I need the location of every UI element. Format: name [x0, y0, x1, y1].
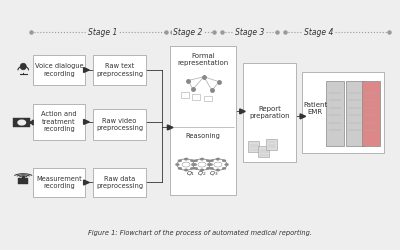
Circle shape	[209, 163, 213, 166]
Text: Voice dialogue
recording: Voice dialogue recording	[35, 63, 83, 77]
Polygon shape	[240, 109, 245, 114]
Text: Formal
representation: Formal representation	[178, 53, 229, 66]
Circle shape	[194, 160, 198, 162]
Circle shape	[184, 169, 188, 171]
FancyBboxPatch shape	[266, 139, 277, 150]
Circle shape	[222, 167, 226, 170]
Circle shape	[193, 163, 197, 166]
Polygon shape	[168, 125, 173, 130]
Circle shape	[214, 162, 222, 167]
Circle shape	[200, 158, 204, 160]
Text: Measurement
recording: Measurement recording	[36, 176, 82, 189]
Circle shape	[225, 163, 229, 166]
FancyBboxPatch shape	[33, 168, 85, 197]
Text: Raw video
preprocessing: Raw video preprocessing	[96, 118, 143, 131]
Text: Stage 2: Stage 2	[173, 28, 203, 37]
Ellipse shape	[20, 63, 26, 70]
Circle shape	[207, 163, 211, 166]
Circle shape	[178, 160, 182, 162]
Text: Stage 4: Stage 4	[304, 28, 334, 37]
FancyBboxPatch shape	[362, 80, 380, 146]
Circle shape	[216, 169, 220, 171]
Text: Figure 1: Flowchart of the process of automated medical reporting.: Figure 1: Flowchart of the process of au…	[88, 230, 312, 235]
Text: Stage 1: Stage 1	[88, 28, 117, 37]
FancyBboxPatch shape	[346, 80, 364, 146]
FancyBboxPatch shape	[93, 109, 146, 140]
FancyBboxPatch shape	[93, 54, 146, 86]
Polygon shape	[84, 180, 89, 185]
Circle shape	[200, 169, 204, 171]
Circle shape	[177, 159, 195, 170]
Polygon shape	[29, 120, 33, 125]
Text: Patient
EMR: Patient EMR	[303, 102, 327, 116]
FancyBboxPatch shape	[170, 46, 236, 196]
FancyBboxPatch shape	[33, 54, 85, 86]
FancyBboxPatch shape	[181, 92, 189, 98]
Polygon shape	[84, 120, 89, 124]
Text: Reasoning: Reasoning	[186, 133, 221, 139]
Circle shape	[222, 160, 226, 162]
Text: Stage 3: Stage 3	[235, 28, 264, 37]
FancyBboxPatch shape	[33, 104, 85, 140]
Polygon shape	[84, 68, 89, 72]
Circle shape	[184, 158, 188, 160]
Circle shape	[209, 159, 227, 170]
Circle shape	[191, 163, 195, 166]
Circle shape	[190, 167, 194, 170]
FancyBboxPatch shape	[12, 118, 30, 127]
Circle shape	[175, 163, 179, 166]
FancyBboxPatch shape	[18, 178, 28, 184]
Polygon shape	[300, 114, 306, 119]
Circle shape	[18, 120, 26, 125]
Text: Raw data
preprocessing: Raw data preprocessing	[96, 176, 143, 189]
Circle shape	[193, 159, 211, 170]
Circle shape	[194, 167, 198, 170]
Circle shape	[198, 162, 206, 167]
FancyBboxPatch shape	[248, 141, 259, 152]
Text: Raw text
preprocessing: Raw text preprocessing	[96, 63, 143, 77]
FancyBboxPatch shape	[302, 72, 384, 154]
FancyBboxPatch shape	[242, 63, 296, 162]
Text: $Q_1$  $Q_2$  $Q_3$: $Q_1$ $Q_2$ $Q_3$	[186, 169, 218, 177]
Circle shape	[206, 160, 210, 162]
Text: Report
preparation: Report preparation	[249, 106, 290, 120]
Circle shape	[210, 167, 214, 170]
Circle shape	[216, 158, 220, 160]
FancyBboxPatch shape	[204, 96, 212, 101]
Circle shape	[210, 160, 214, 162]
Circle shape	[190, 160, 194, 162]
FancyBboxPatch shape	[258, 146, 269, 158]
Circle shape	[206, 167, 210, 170]
Circle shape	[182, 162, 190, 167]
FancyBboxPatch shape	[326, 80, 344, 146]
FancyBboxPatch shape	[93, 168, 146, 197]
FancyBboxPatch shape	[192, 94, 200, 100]
Circle shape	[178, 167, 182, 170]
Text: Action and
treatment
recording: Action and treatment recording	[41, 112, 77, 132]
